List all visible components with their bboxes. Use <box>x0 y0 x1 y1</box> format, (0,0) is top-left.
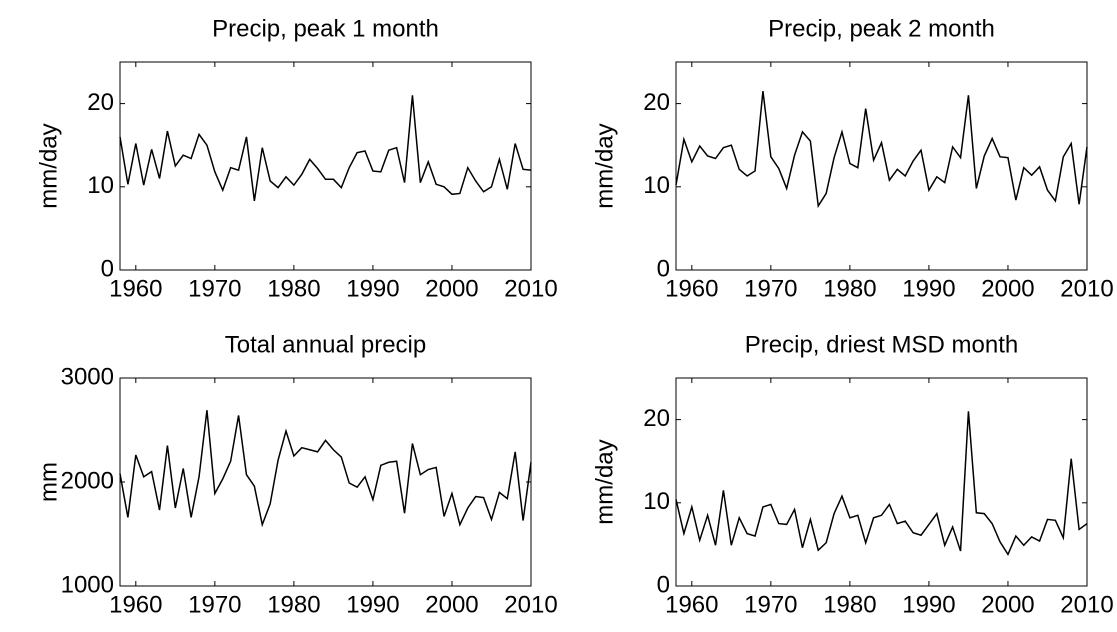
x-tick-label: 1970 <box>188 591 241 618</box>
x-tick-label: 2010 <box>1060 275 1113 302</box>
x-tick-label: 2000 <box>981 275 1034 302</box>
y-axis-label: mm <box>35 462 62 502</box>
y-tick-label: 20 <box>87 89 114 116</box>
x-tick-label: 2010 <box>504 591 557 618</box>
x-tick-label: 2010 <box>504 275 557 302</box>
y-tick-label: 10 <box>87 172 114 199</box>
axes-box <box>119 61 532 271</box>
x-tick-label: 1990 <box>346 591 399 618</box>
y-tick-label: 20 <box>643 89 670 116</box>
x-tick-label: 1990 <box>902 275 955 302</box>
x-tick-label: 1990 <box>346 275 399 302</box>
x-tick-label: 2000 <box>425 275 478 302</box>
x-tick-label: 1970 <box>744 275 797 302</box>
x-tick-label: 1970 <box>744 591 797 618</box>
y-tick-label: 10 <box>643 172 670 199</box>
x-tick-label: 2010 <box>1060 591 1113 618</box>
x-tick-label: 1960 <box>109 591 162 618</box>
x-tick-label: 1960 <box>665 275 718 302</box>
y-tick-label: 10 <box>643 488 670 515</box>
x-tick-label: 1990 <box>902 591 955 618</box>
y-tick-label: 20 <box>643 405 670 432</box>
y-tick-label: 0 <box>657 255 670 282</box>
x-tick-label: 1960 <box>665 591 718 618</box>
data-line <box>675 91 1088 209</box>
y-tick-label: 0 <box>101 255 114 282</box>
y-tick-label: 1000 <box>61 571 114 598</box>
y-axis-label: mm/day <box>591 439 618 524</box>
y-tick-label: 0 <box>657 571 670 598</box>
chart-title: Precip, peak 1 month <box>212 15 439 42</box>
axes-box <box>119 377 532 587</box>
data-line <box>119 95 532 202</box>
axes-box <box>675 61 1088 271</box>
data-line <box>675 411 1088 556</box>
chart-title: Precip, peak 2 month <box>768 15 995 42</box>
chart-title: Total annual precip <box>225 331 426 358</box>
x-tick-label: 1980 <box>823 275 876 302</box>
chart-title: Precip, driest MSD month <box>745 331 1018 358</box>
y-axis-label: mm/day <box>35 123 62 208</box>
x-tick-label: 1970 <box>188 275 241 302</box>
x-tick-label: 2000 <box>425 591 478 618</box>
y-tick-label: 2000 <box>61 467 114 494</box>
x-tick-label: 1980 <box>823 591 876 618</box>
axes-box <box>675 377 1088 587</box>
x-tick-label: 1980 <box>267 591 320 618</box>
x-tick-label: 1960 <box>109 275 162 302</box>
data-line <box>119 410 532 528</box>
x-tick-label: 1980 <box>267 275 320 302</box>
y-tick-label: 3000 <box>61 363 114 390</box>
x-tick-label: 2000 <box>981 591 1034 618</box>
y-axis-label: mm/day <box>591 123 618 208</box>
